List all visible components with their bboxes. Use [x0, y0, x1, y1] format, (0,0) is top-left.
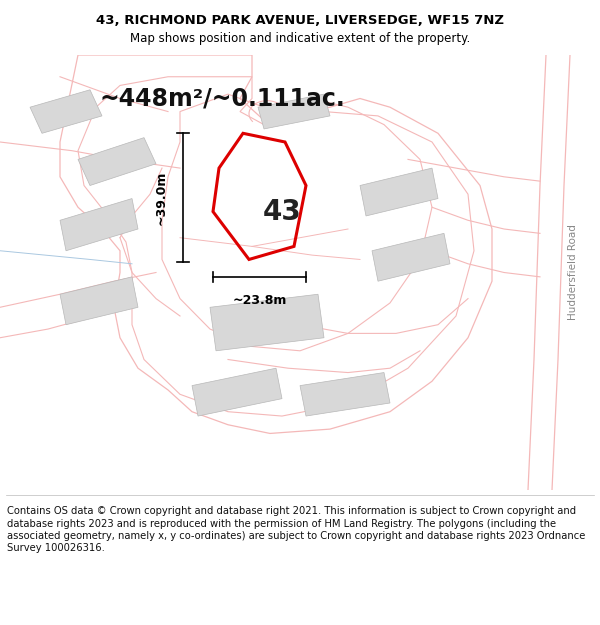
- Polygon shape: [60, 277, 138, 325]
- Polygon shape: [78, 138, 156, 186]
- Polygon shape: [360, 168, 438, 216]
- Polygon shape: [192, 368, 282, 416]
- Text: Map shows position and indicative extent of the property.: Map shows position and indicative extent…: [130, 32, 470, 45]
- Text: ~448m²/~0.111ac.: ~448m²/~0.111ac.: [99, 86, 345, 111]
- Polygon shape: [210, 294, 324, 351]
- Text: 43: 43: [263, 198, 301, 226]
- Text: 43, RICHMOND PARK AVENUE, LIVERSEDGE, WF15 7NZ: 43, RICHMOND PARK AVENUE, LIVERSEDGE, WF…: [96, 14, 504, 27]
- Polygon shape: [300, 372, 390, 416]
- Polygon shape: [372, 233, 450, 281]
- Text: ~39.0m: ~39.0m: [155, 170, 168, 224]
- Polygon shape: [60, 199, 138, 251]
- Text: ~23.8m: ~23.8m: [232, 294, 287, 308]
- Text: Huddersfield Road: Huddersfield Road: [568, 224, 578, 321]
- Text: Contains OS data © Crown copyright and database right 2021. This information is : Contains OS data © Crown copyright and d…: [7, 506, 586, 553]
- Polygon shape: [30, 90, 102, 133]
- Polygon shape: [258, 94, 330, 129]
